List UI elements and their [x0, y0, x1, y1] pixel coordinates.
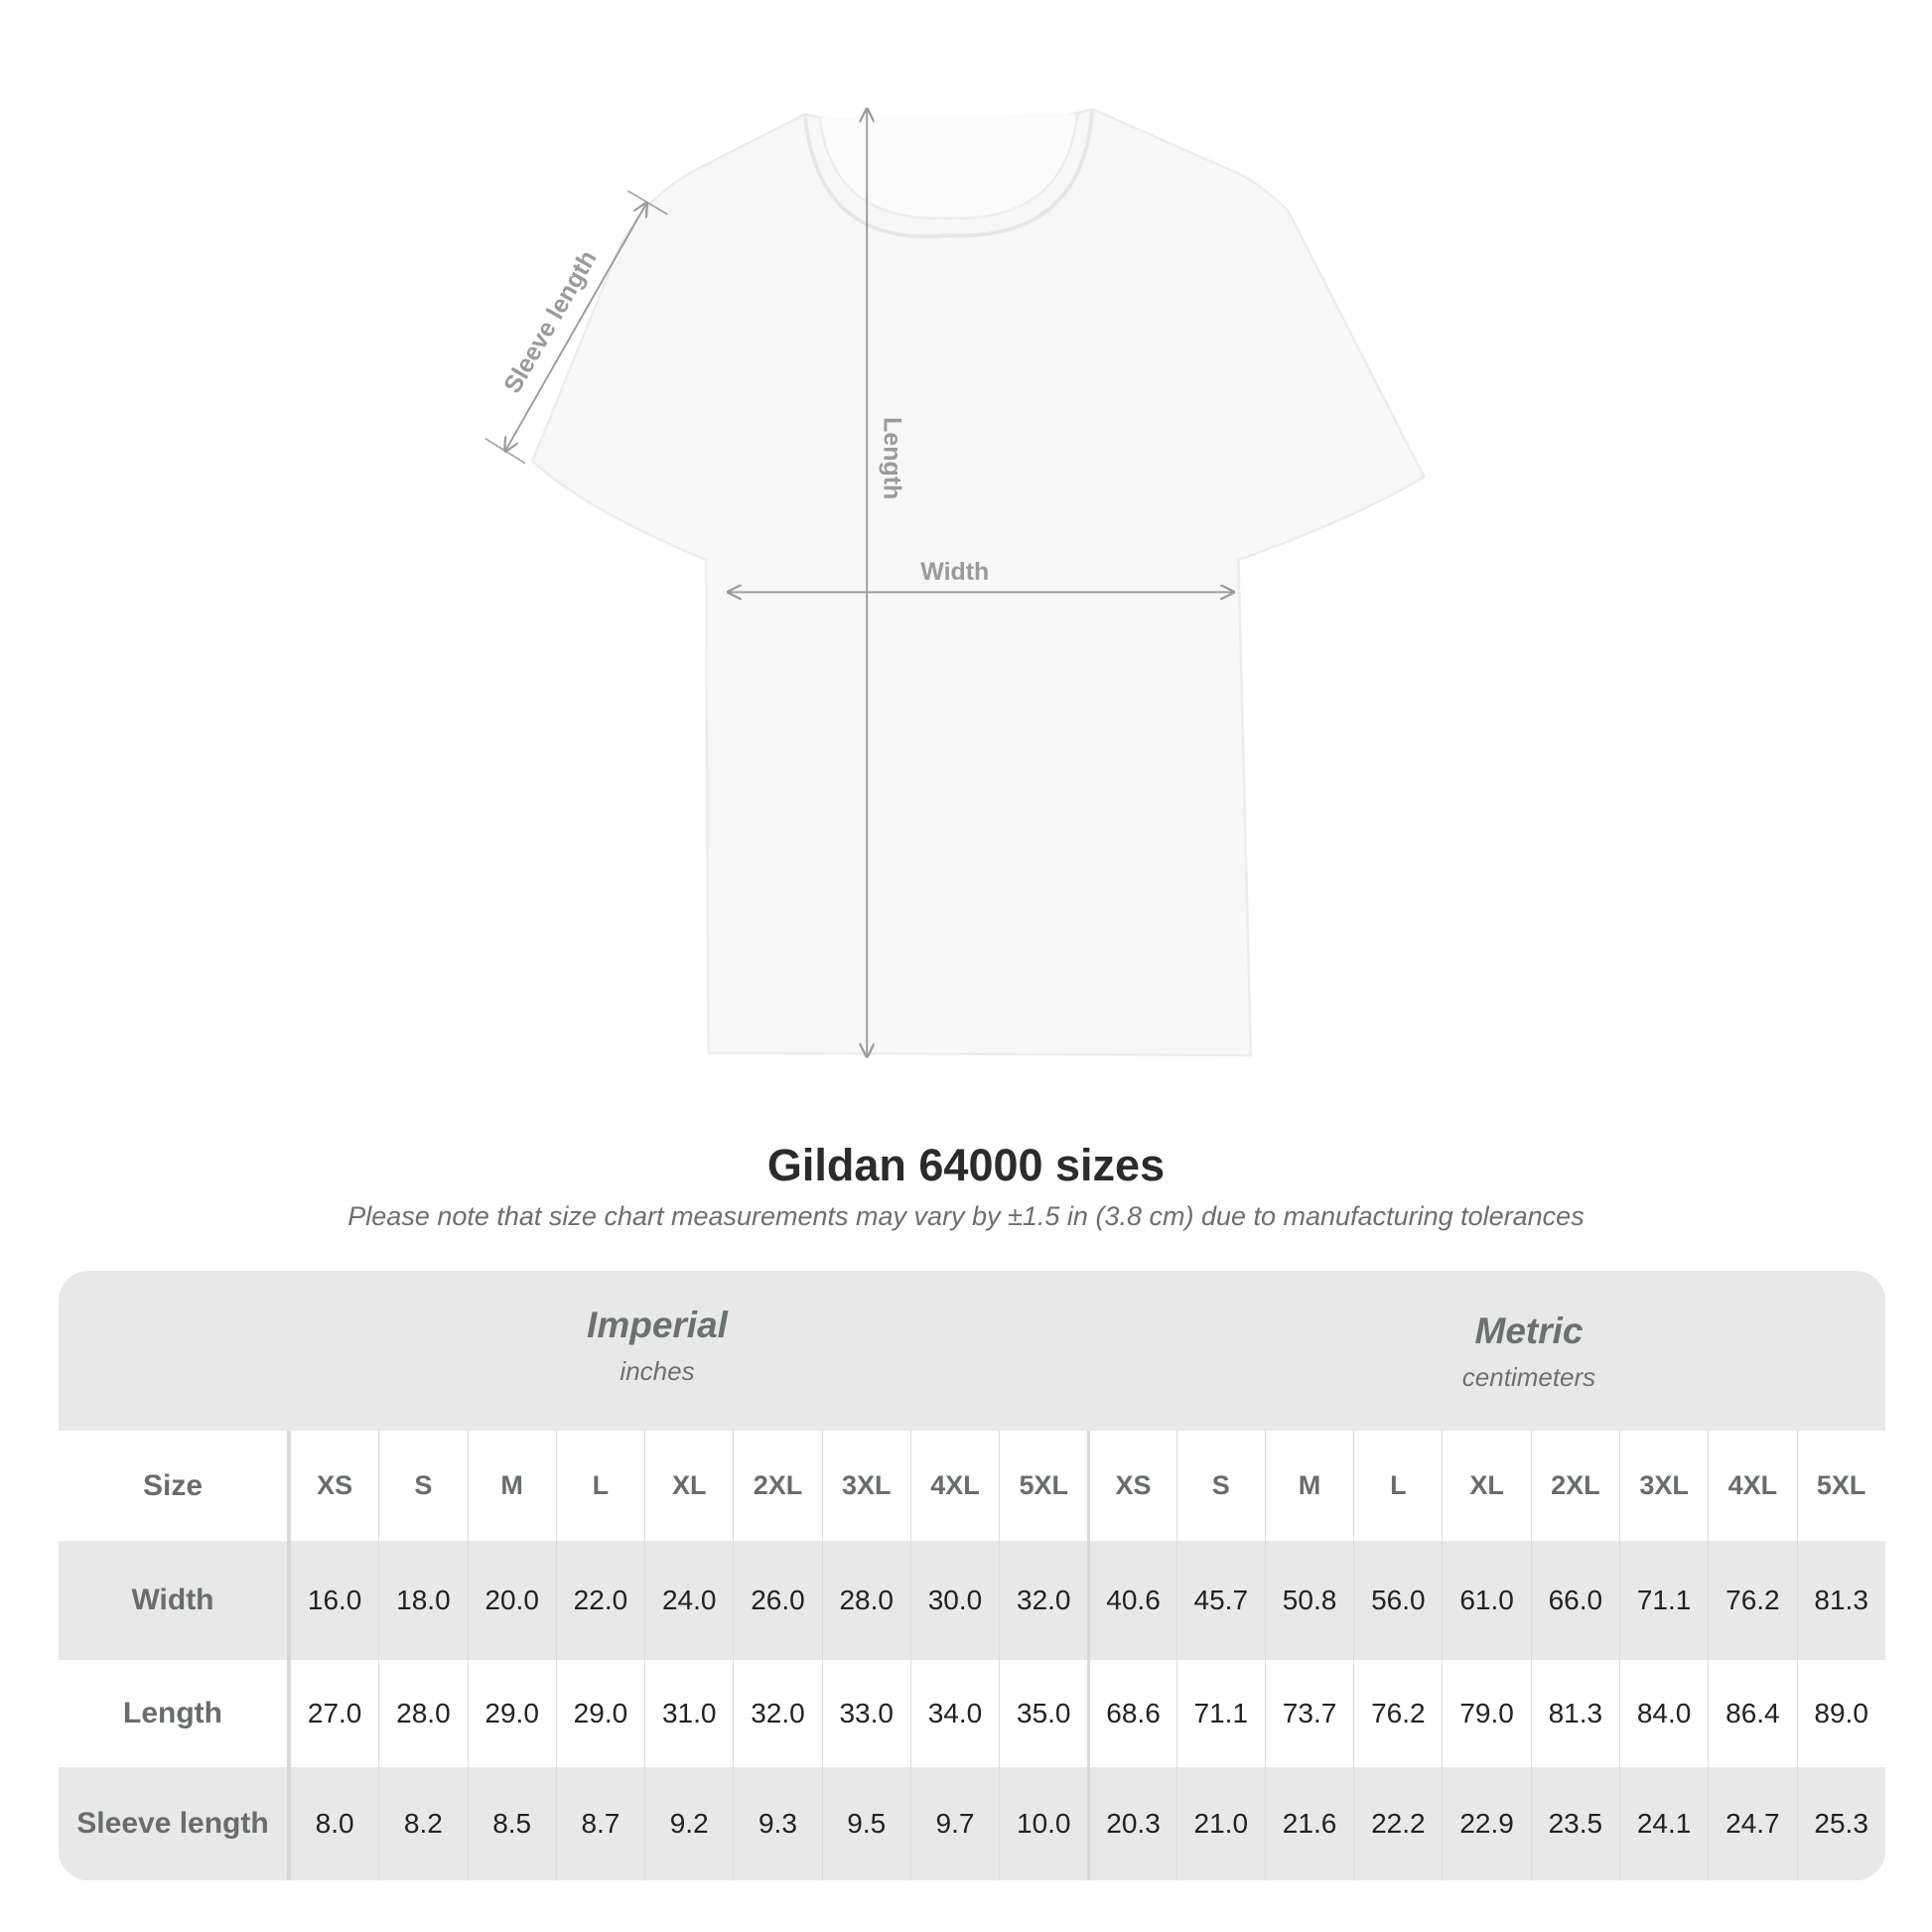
- value-cell: 32.0: [733, 1660, 821, 1767]
- imperial-unit: inches: [620, 1356, 695, 1386]
- size-table: Imperial inches Metric centimeters Size X…: [59, 1271, 1885, 1880]
- value-cell: 40.6: [1087, 1541, 1175, 1660]
- value-cell: 23.5: [1530, 1767, 1619, 1880]
- value-cell: 24.0: [644, 1541, 733, 1660]
- table-row: Sleeve length 8.0 8.2 8.5 8.7 9.2 9.3 9.5 9.7 10.…: [59, 1767, 1885, 1880]
- row-label: Length: [59, 1660, 290, 1767]
- value-cell: 22.2: [1353, 1767, 1442, 1880]
- value-cell: 81.3: [1530, 1660, 1619, 1767]
- unit-header: Imperial inches Metric centimeters: [59, 1271, 1885, 1431]
- size-header-cell: L: [555, 1431, 644, 1541]
- value-cell: 50.8: [1264, 1541, 1353, 1660]
- value-cell: 22.9: [1442, 1767, 1530, 1880]
- value-cell: 84.0: [1618, 1660, 1708, 1767]
- table-row: Length 27.0 28.0 29.0 29.0 31.0 32.0 33.0 34.0 35…: [59, 1660, 1885, 1767]
- size-header-cell: M: [1264, 1431, 1353, 1541]
- value-cell: 31.0: [644, 1660, 733, 1767]
- value-cell: 8.5: [467, 1767, 556, 1880]
- value-cell: 71.1: [1618, 1541, 1708, 1660]
- size-header-cell: 3XL: [821, 1431, 910, 1541]
- value-cell: 28.0: [378, 1660, 467, 1767]
- value-cell: 34.0: [909, 1660, 999, 1767]
- size-header-cell: 5XL: [1796, 1431, 1885, 1541]
- value-cell: 30.0: [909, 1541, 999, 1660]
- metric-unit: centimeters: [1461, 1362, 1596, 1392]
- value-cell: 61.0: [1442, 1541, 1530, 1660]
- value-cell: 71.1: [1175, 1660, 1265, 1767]
- sleeve-measure-line: [505, 204, 646, 451]
- value-cell: 86.4: [1708, 1660, 1796, 1767]
- value-cell: 9.5: [821, 1767, 910, 1880]
- value-cell: 21.0: [1175, 1767, 1265, 1880]
- value-cell: 33.0: [821, 1660, 910, 1767]
- value-cell: 22.0: [555, 1541, 644, 1660]
- value-cell: 32.0: [999, 1541, 1087, 1660]
- metric-header: Metric centimeters: [1330, 1311, 1727, 1393]
- tshirt-diagram: Length Width Sleeve length: [484, 0, 1427, 1090]
- value-cell: 76.2: [1353, 1660, 1442, 1767]
- value-cell: 66.0: [1530, 1541, 1619, 1660]
- metric-title: Metric: [1474, 1311, 1584, 1351]
- row-label: Size: [59, 1431, 290, 1541]
- value-cell: 9.2: [644, 1767, 733, 1880]
- value-cell: 89.0: [1796, 1660, 1885, 1767]
- size-header-cell: S: [378, 1431, 467, 1541]
- value-cell: 76.2: [1708, 1541, 1796, 1660]
- value-cell: 27.0: [290, 1660, 378, 1767]
- value-cell: 8.2: [378, 1767, 467, 1880]
- value-cell: 20.0: [467, 1541, 556, 1660]
- value-cell: 21.6: [1264, 1767, 1353, 1880]
- size-header-cell: XL: [1442, 1431, 1530, 1541]
- value-cell: 24.1: [1618, 1767, 1708, 1880]
- value-cell: 8.0: [290, 1767, 378, 1880]
- value-cell: 24.7: [1708, 1767, 1796, 1880]
- size-header-cell: XS: [1087, 1431, 1175, 1541]
- tolerance-note: Please note that size chart measurements…: [347, 1201, 1585, 1231]
- value-cell: 18.0: [378, 1541, 467, 1660]
- value-cell: 81.3: [1796, 1541, 1885, 1660]
- size-header-cell: L: [1353, 1431, 1442, 1541]
- value-cell: 8.7: [555, 1767, 644, 1880]
- value-cell: 16.0: [290, 1541, 378, 1660]
- value-cell: 10.0: [999, 1767, 1087, 1880]
- value-cell: 73.7: [1264, 1660, 1353, 1767]
- size-header-cell: 3XL: [1618, 1431, 1708, 1541]
- value-cell: 56.0: [1353, 1541, 1442, 1660]
- width-label: Width: [920, 558, 989, 586]
- value-cell: 79.0: [1442, 1660, 1530, 1767]
- value-cell: 29.0: [555, 1660, 644, 1767]
- collar: [802, 108, 1095, 238]
- value-cell: 9.3: [733, 1767, 821, 1880]
- value-cell: 29.0: [467, 1660, 556, 1767]
- size-header-cell: 5XL: [999, 1431, 1087, 1541]
- value-cell: 68.6: [1087, 1660, 1175, 1767]
- size-header-cell: 4XL: [1708, 1431, 1796, 1541]
- value-cell: 45.7: [1175, 1541, 1265, 1660]
- size-header-cell: 2XL: [733, 1431, 821, 1541]
- value-cell: 9.7: [909, 1767, 999, 1880]
- imperial-header: Imperial inches: [459, 1305, 856, 1387]
- size-header-cell: M: [467, 1431, 556, 1541]
- table-row: Width 16.0 18.0 20.0 22.0 24.0 26.0 28.0 30.0 32.…: [59, 1541, 1885, 1660]
- size-header-cell: S: [1175, 1431, 1265, 1541]
- value-cell: 25.3: [1796, 1767, 1885, 1880]
- size-header-cell: XL: [644, 1431, 733, 1541]
- imperial-title: Imperial: [587, 1305, 728, 1345]
- value-cell: 26.0: [733, 1541, 821, 1660]
- size-header-cell: XS: [290, 1431, 378, 1541]
- row-label: Width: [59, 1541, 290, 1660]
- size-header-cell: 2XL: [1530, 1431, 1619, 1541]
- value-cell: 35.0: [999, 1660, 1087, 1767]
- size-header-cell: 4XL: [909, 1431, 999, 1541]
- size-header-row: Size XS S M L XL 2XL 3XL 4XL 5XL XS S M L XL 2XL 3XL 4XL 5…: [59, 1431, 1885, 1541]
- length-label: Length: [879, 417, 906, 499]
- page-title: Gildan 64000 sizes: [766, 1140, 1166, 1190]
- row-label: Sleeve length: [59, 1767, 290, 1880]
- value-cell: 28.0: [821, 1541, 910, 1660]
- value-cell: 20.3: [1087, 1767, 1175, 1880]
